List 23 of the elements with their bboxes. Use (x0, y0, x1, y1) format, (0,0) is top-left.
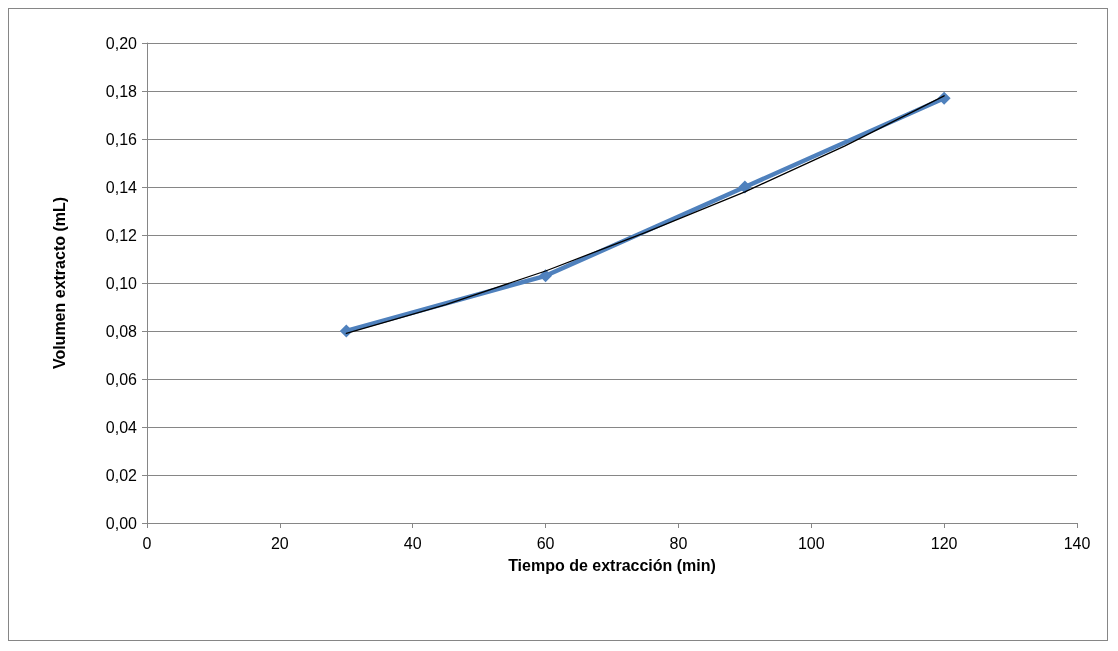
y-tick-label: 0,00 (105, 514, 138, 532)
point (738, 180, 752, 194)
y-tick-label: 0,18 (105, 82, 138, 100)
x-axis-title: Tiempo de extracción (min) (508, 556, 716, 574)
y-tick-label: 0,04 (105, 418, 138, 436)
y-tick-label: 0,06 (105, 370, 138, 388)
y-tick-label: 0,20 (105, 34, 138, 52)
x-tick-label: 80 (669, 534, 688, 552)
y-tick-label: 0,02 (105, 466, 138, 484)
y-tick-label: 0,10 (105, 274, 138, 292)
x-tick-label: 20 (270, 534, 289, 552)
y-axis-title: Volumen extracto (mL) (50, 196, 68, 370)
x-tick-label: 100 (797, 534, 825, 552)
x-tick-label: 60 (536, 534, 555, 552)
y-tick-label: 0,12 (105, 226, 138, 244)
y-tick-label: 0,08 (105, 322, 138, 340)
y-tick-label: 0,16 (105, 130, 138, 148)
x-tick-label: 0 (142, 534, 152, 552)
x-tick-label: 40 (403, 534, 422, 552)
x-tick-label: 120 (930, 534, 958, 552)
x-tick-label: 140 (1063, 534, 1091, 552)
point (539, 269, 553, 283)
y-tick-label: 0,14 (105, 178, 138, 196)
